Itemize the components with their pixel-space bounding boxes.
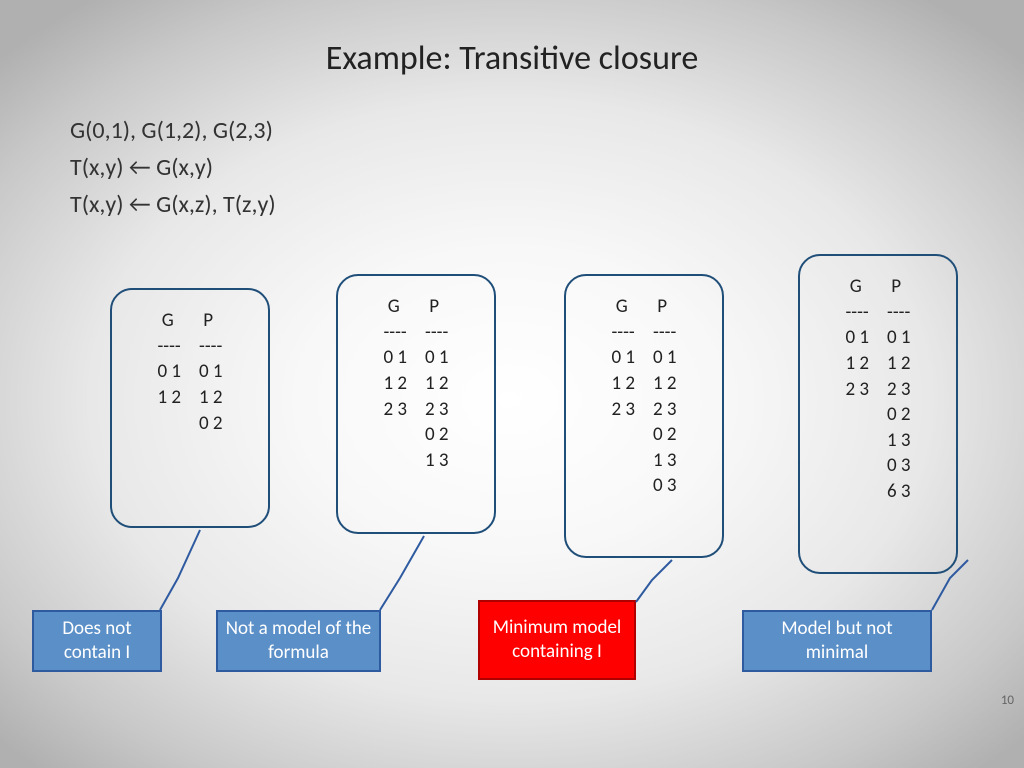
page-number: 10 xyxy=(1001,693,1014,708)
lead-line-4 xyxy=(932,560,968,610)
lead-line-2 xyxy=(380,536,424,610)
callout-leads xyxy=(0,0,1024,768)
lead-line-3 xyxy=(636,560,672,602)
lead-line-1 xyxy=(160,530,200,610)
